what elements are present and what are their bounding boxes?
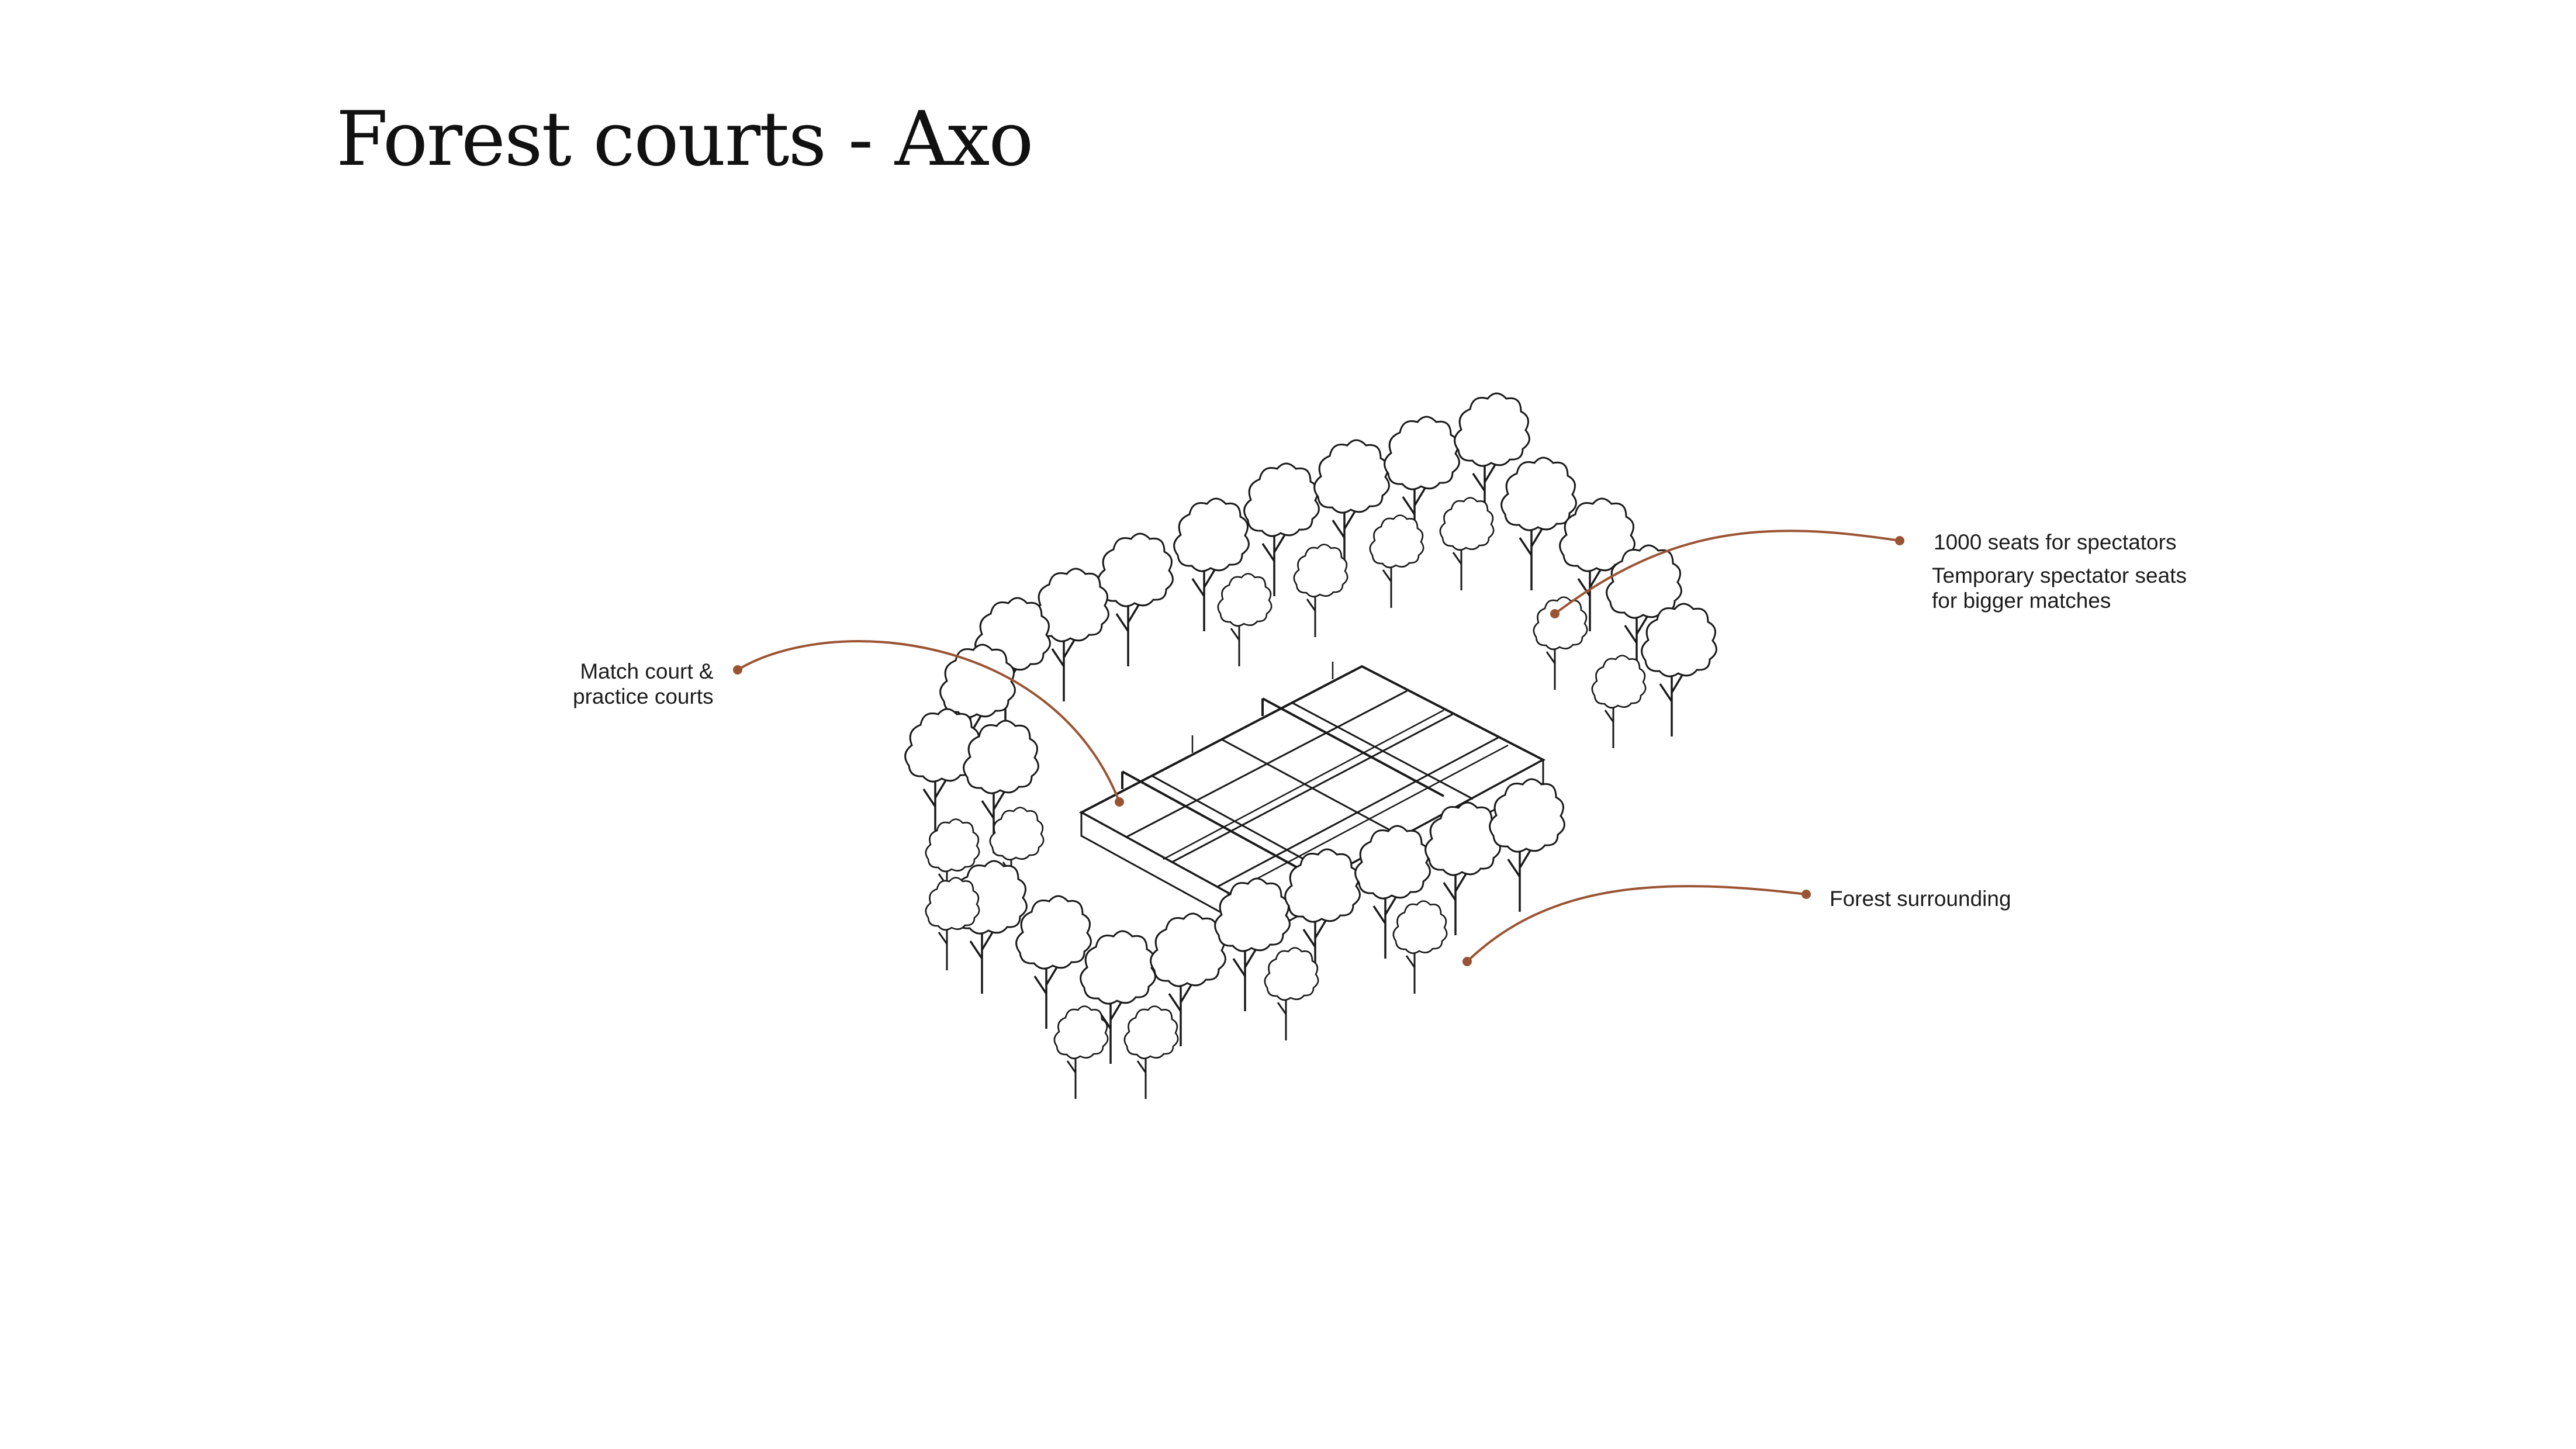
tennis-courts <box>1078 662 1546 937</box>
label-temporary-seats-line1: Temporary spectator seats <box>1932 563 2187 587</box>
label-courts: Match court & practice courts <box>573 659 714 709</box>
page-title: Forest courts - Axo <box>336 96 1033 183</box>
label-spectator-seats: 1000 seats for spectators <box>1934 530 2177 554</box>
callout-forest <box>1462 885 1811 966</box>
label-courts-line1: Match court & <box>580 659 714 683</box>
label-temporary-seats: Temporary spectator seats for bigger mat… <box>1932 563 2187 613</box>
label-temporary-seats-line2: for bigger matches <box>1932 589 2111 613</box>
label-courts-line2: practice courts <box>573 684 714 708</box>
label-forest-surrounding: Forest surrounding <box>1830 887 2011 911</box>
callout-seats <box>1550 530 1904 618</box>
callout-courts <box>733 640 1124 807</box>
